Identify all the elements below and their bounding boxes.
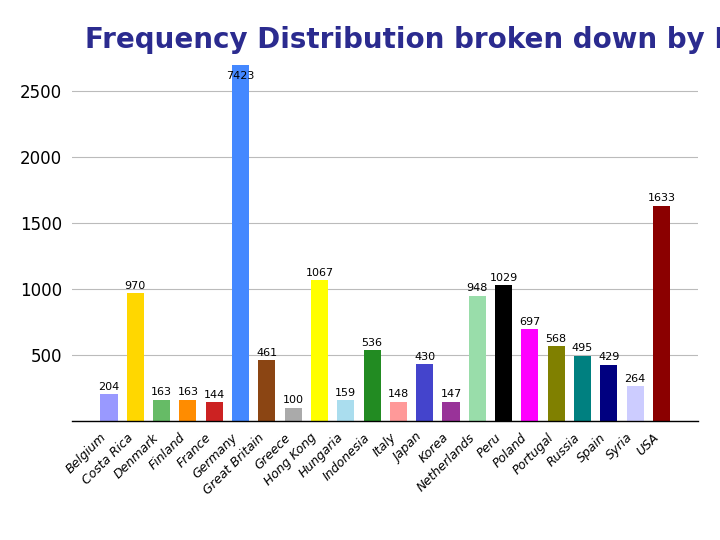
Bar	[127, 293, 144, 421]
Text: 163: 163	[177, 387, 199, 397]
Text: 970: 970	[125, 280, 146, 291]
Bar	[574, 356, 591, 421]
Text: 461: 461	[256, 348, 277, 357]
Text: 1029: 1029	[490, 273, 518, 283]
Bar	[548, 346, 564, 421]
Bar	[390, 402, 407, 421]
Text: 204: 204	[99, 382, 120, 392]
Bar	[101, 394, 117, 421]
Bar	[284, 408, 302, 421]
Text: Frequency Distribution broken down by Nation: Frequency Distribution broken down by Na…	[84, 26, 720, 54]
Bar	[626, 386, 644, 421]
Text: 159: 159	[336, 388, 356, 397]
Bar	[416, 364, 433, 421]
Text: 1633: 1633	[647, 193, 675, 203]
Bar	[469, 296, 486, 421]
Bar	[311, 280, 328, 421]
Bar	[206, 402, 222, 421]
Bar	[521, 329, 539, 421]
Text: 148: 148	[388, 389, 409, 399]
Text: 430: 430	[414, 352, 435, 362]
Text: 429: 429	[598, 352, 619, 362]
Bar	[258, 360, 275, 421]
Text: 948: 948	[467, 284, 488, 293]
Bar	[364, 350, 381, 421]
Bar	[442, 402, 459, 421]
Bar	[153, 400, 170, 421]
Text: 147: 147	[441, 389, 462, 399]
Text: 568: 568	[546, 334, 567, 343]
Text: 100: 100	[283, 395, 304, 406]
Text: 536: 536	[361, 338, 382, 348]
Text: 163: 163	[151, 387, 172, 397]
Bar	[337, 400, 354, 421]
Text: 144: 144	[204, 389, 225, 400]
Text: 264: 264	[624, 374, 646, 384]
Text: 495: 495	[572, 343, 593, 353]
Bar	[232, 65, 249, 421]
Text: 1067: 1067	[305, 268, 333, 278]
Bar	[653, 206, 670, 421]
Bar	[179, 400, 197, 421]
Bar	[600, 364, 617, 421]
Text: 697: 697	[519, 316, 541, 327]
Bar	[495, 285, 512, 421]
Text: 7423: 7423	[226, 71, 255, 82]
